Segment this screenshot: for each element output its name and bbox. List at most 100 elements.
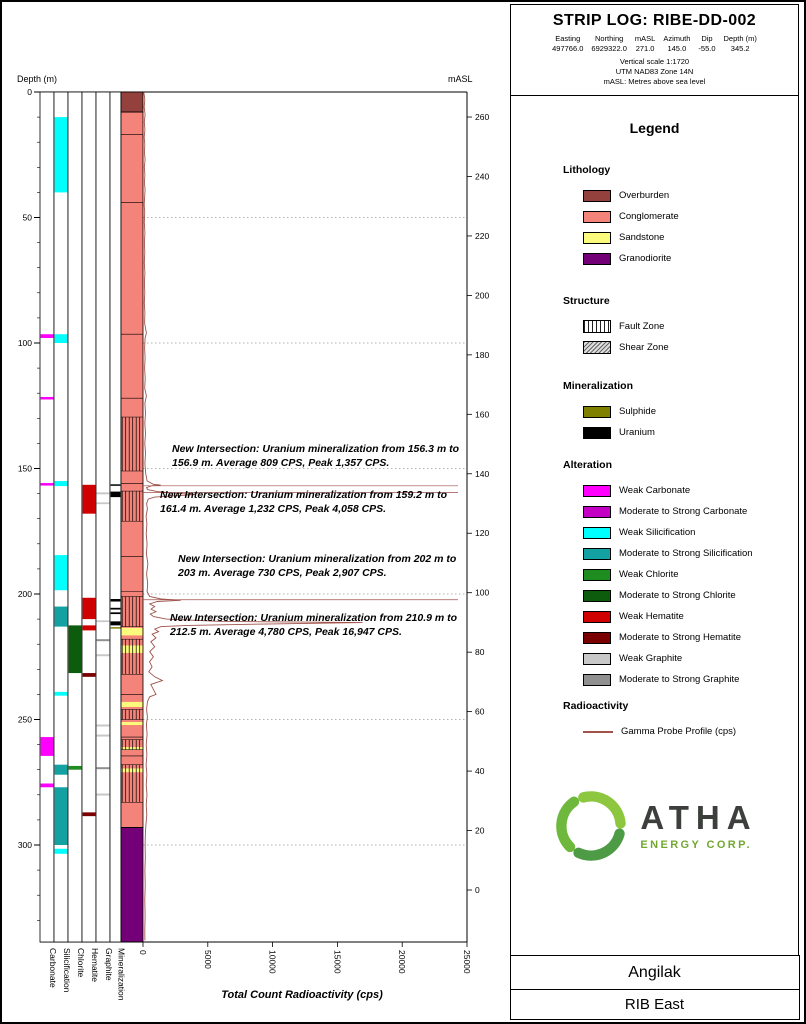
svg-text:0: 0 xyxy=(475,885,480,895)
legend-item: Gamma Probe Profile (cps) xyxy=(511,721,798,742)
svg-text:Silicification: Silicification xyxy=(62,948,72,993)
legend-item: Fault Zone xyxy=(511,316,798,337)
legend-item-label: Conglomerate xyxy=(619,211,679,223)
legend-item-label: Moderate to Strong Carbonate xyxy=(619,506,748,518)
legend-item-label: Weak Carbonate xyxy=(619,485,691,497)
header-note: mASL: Metres above sea level xyxy=(603,77,706,87)
svg-text:0: 0 xyxy=(27,87,32,97)
legend-item: Overburden xyxy=(511,185,798,206)
atha-logo-mark xyxy=(556,791,627,862)
sandstone-swatch xyxy=(583,231,611,244)
legend-sections: Lithology Overburden Conglomerate Sandstone… xyxy=(511,164,798,742)
svg-text:15000: 15000 xyxy=(332,950,342,974)
legend-section-structure: Structure Fault Zone Shear Zone xyxy=(511,295,798,358)
fault-zone-swatch xyxy=(583,320,611,334)
header-note: UTM NAD83 Zone 14N xyxy=(615,67,694,77)
granodiorite-swatch xyxy=(583,252,611,265)
page-title: STRIP LOG: RIBE-DD-002 xyxy=(552,12,757,29)
svg-text:Depth (m): Depth (m) xyxy=(17,74,57,84)
collar-info-table: Easting 497766.0 Northing 6929322.0 mASL 271.… xyxy=(515,34,794,53)
depth-gridlines xyxy=(143,217,467,846)
svg-text:Mineralization: Mineralization xyxy=(117,948,127,1001)
overburden-swatch xyxy=(583,189,611,202)
legend-section-radioactivity: Radioactivity Gamma Probe Profile (cps) xyxy=(511,700,798,742)
info-panel: STRIP LOG: RIBE-DD-002 Easting 497766.0 No… xyxy=(509,4,800,1020)
svg-text:25000: 25000 xyxy=(462,950,472,974)
legend-item-label: Moderate to Strong Silicification xyxy=(619,548,753,560)
legend-section-title: Lithology xyxy=(563,164,611,177)
legend-section-title: Radioactivity xyxy=(563,700,629,713)
legend-group: Weak Carbonate Moderate to Strong Carbona… xyxy=(511,480,798,522)
collar-field: Depth (m) 345.2 xyxy=(723,34,757,53)
legend-item: Moderate to Strong Silicification xyxy=(511,543,798,564)
weak-carbonate-swatch xyxy=(583,484,611,497)
legend-item-label: Overburden xyxy=(619,190,670,202)
legend-item: Weak Silicification xyxy=(511,522,798,543)
svg-text:20: 20 xyxy=(475,826,485,836)
header-notes: Vertical scale 1:1720 UTM NAD83 Zone 14N m… xyxy=(515,57,794,87)
project-name: Angilak xyxy=(510,956,799,990)
header-note: Vertical scale 1:1720 xyxy=(619,57,690,66)
sulphide-swatch xyxy=(583,405,611,418)
legend-item-label: Sandstone xyxy=(619,232,665,244)
legend-item-label: Moderate to Strong Chlorite xyxy=(619,590,736,602)
legend-group: Weak Graphite Moderate to Strong Graphite xyxy=(511,648,798,690)
legend-item: Weak Carbonate xyxy=(511,480,798,501)
legend-item-label: Granodiorite xyxy=(619,253,672,265)
svg-text:mASL: mASL xyxy=(448,74,473,84)
strip-log-plot: Depth (m) 0 50 100 150 200 250 300 mASL 260 240 220… xyxy=(2,2,512,1022)
logo-text: ATHA ENERGY CORP. xyxy=(640,801,757,851)
legend-item-label: Fault Zone xyxy=(619,321,665,333)
moderate-to-strong-carbonate-swatch xyxy=(583,505,611,518)
legend-group: Weak Hematite Moderate to Strong Hematite xyxy=(511,606,798,648)
svg-text:100: 100 xyxy=(18,338,32,348)
legend-item: Moderate to Strong Hematite xyxy=(511,627,798,648)
moderate-to-strong-hematite-swatch xyxy=(583,631,611,644)
legend-item: Moderate to Strong Graphite xyxy=(511,669,798,690)
svg-text:250: 250 xyxy=(18,715,32,725)
logo-subtitle: ENERGY CORP. xyxy=(640,839,752,852)
legend-item-label: Weak Chlorite xyxy=(619,569,679,581)
lithology-column xyxy=(120,91,144,943)
svg-text:180: 180 xyxy=(475,350,489,360)
atha-logo: ATHA ENERGY CORP. xyxy=(511,786,798,866)
svg-text:60: 60 xyxy=(475,707,485,717)
legend-item-label: Weak Silicification xyxy=(619,527,696,539)
legend-item: Shear Zone xyxy=(511,337,798,358)
depth-axis: Depth (m) 0 50 100 150 200 250 300 xyxy=(17,74,57,921)
gamma-curve xyxy=(143,91,363,941)
svg-text:120: 120 xyxy=(475,528,489,538)
legend-item: Granodiorite xyxy=(511,248,798,269)
svg-text:Hematite: Hematite xyxy=(90,948,100,982)
svg-text:80: 80 xyxy=(475,647,485,657)
gamma-probe-profile-cps--swatch xyxy=(583,730,613,733)
moderate-to-strong-silicification-swatch xyxy=(583,547,611,560)
legend-group: Weak Silicification Moderate to Strong Si… xyxy=(511,522,798,564)
uranium-swatch xyxy=(583,426,611,439)
legend-title: Legend xyxy=(629,120,680,137)
weak-chlorite-swatch xyxy=(583,568,611,581)
collar-field: mASL 271.0 xyxy=(634,34,656,53)
svg-text:0: 0 xyxy=(138,950,148,955)
svg-text:5000: 5000 xyxy=(203,950,213,969)
logo-wordmark: ATHA xyxy=(640,799,758,837)
legend-item-label: Gamma Probe Profile (cps) xyxy=(621,726,737,738)
moderate-to-strong-chlorite-swatch xyxy=(583,589,611,602)
legend-section-alteration: Alteration Weak Carbonate Moderate to Stro… xyxy=(511,459,798,690)
legend-item-label: Shear Zone xyxy=(619,342,669,354)
conglomerate-swatch xyxy=(583,210,611,223)
legend-group: Weak Chlorite Moderate to Strong Chlorite xyxy=(511,564,798,606)
shear-zone-swatch xyxy=(583,341,611,355)
svg-text:Chlorite: Chlorite xyxy=(76,948,86,978)
legend-section-mineralization: Mineralization Sulphide Uranium xyxy=(511,380,798,443)
svg-text:50: 50 xyxy=(23,213,33,223)
legend-item-label: Weak Graphite xyxy=(619,653,683,665)
collar-field: Northing 6929322.0 xyxy=(591,34,627,53)
legend-section-title: Mineralization xyxy=(563,380,634,393)
legend-item-label: Uranium xyxy=(619,427,655,439)
legend-item: Conglomerate xyxy=(511,206,798,227)
svg-text:40: 40 xyxy=(475,766,485,776)
legend-item-label: Sulphide xyxy=(619,406,656,418)
moderate-to-strong-graphite-swatch xyxy=(583,673,611,686)
